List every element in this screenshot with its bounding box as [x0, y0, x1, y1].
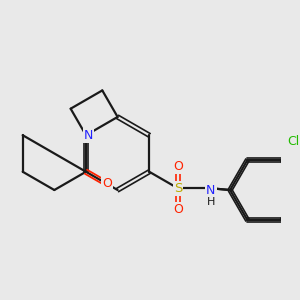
- Text: O: O: [102, 177, 112, 190]
- Text: N: N: [84, 129, 93, 142]
- Text: Cl: Cl: [287, 135, 299, 148]
- Text: O: O: [173, 203, 183, 216]
- Text: H: H: [207, 196, 215, 206]
- Text: O: O: [173, 160, 183, 173]
- Text: S: S: [174, 182, 182, 195]
- Text: N: N: [206, 184, 216, 196]
